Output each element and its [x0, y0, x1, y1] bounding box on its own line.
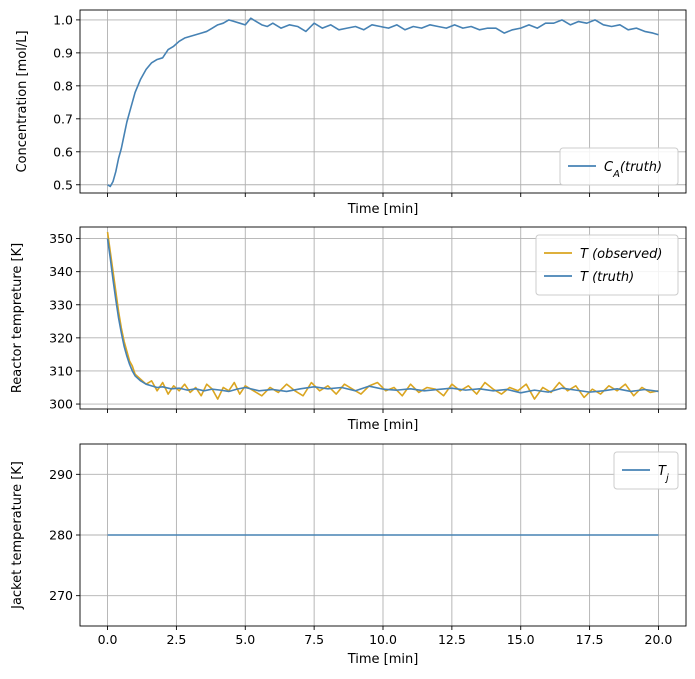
legend-label: T (observed): [580, 247, 663, 262]
legend-box: [559, 147, 679, 186]
x-tick-label: 12.5: [438, 632, 466, 647]
x-tick-label: 2.5: [166, 632, 186, 647]
legend-label: T (truth): [580, 270, 634, 285]
y-axis-label: Reactor tempreture [K]: [10, 243, 25, 393]
legend: CA(truth): [559, 147, 679, 186]
y-tick-label: 1.0: [53, 12, 73, 27]
y-tick-label: 300: [49, 397, 73, 412]
legend-label: CA(truth): [604, 160, 662, 180]
x-tick-label: 20.0: [645, 632, 673, 647]
y-tick-label: 290: [49, 467, 73, 482]
y-tick-label: 280: [49, 528, 73, 543]
series-line: [106, 238, 659, 394]
y-tick-label: 330: [49, 297, 73, 312]
y-tick-label: 0.7: [53, 111, 73, 126]
y-tick-label: 0.6: [53, 144, 73, 159]
x-tick-label: 10.0: [369, 632, 397, 647]
y-tick-label: 0.9: [53, 45, 73, 60]
chart-panel-3: 0.0 2.5 5.0 7.5 10.0 12.5 15.0 17.5 20.0 270 280 29…: [10, 443, 687, 667]
y-tick-label: 0.8: [53, 78, 73, 93]
legend: Tj: [613, 451, 679, 490]
y-tick-label: 320: [49, 330, 73, 345]
x-tick-label: 7.5: [304, 632, 324, 647]
y-tick-label: 0.5: [53, 177, 73, 192]
x-axis-label: Time [min]: [347, 652, 419, 667]
x-tick-label: 5.0: [235, 632, 255, 647]
chart-panel-2: 300 310 320 330 340 350 Time [min] Reactor temp…: [10, 226, 687, 433]
y-tick-label: 350: [49, 231, 73, 246]
legend: T (observed) T (truth): [535, 234, 679, 296]
series-line: [106, 231, 659, 400]
legend-box: [535, 234, 679, 296]
x-tick-label: 0.0: [98, 632, 118, 647]
x-axis-label: Time [min]: [347, 202, 419, 217]
x-tick-label: 15.0: [507, 632, 535, 647]
y-axis-label: Jacket temperature [K]: [10, 461, 25, 610]
y-tick-label: 270: [49, 588, 73, 603]
y-tick-label: 340: [49, 264, 73, 279]
x-axis-label: Time [min]: [347, 418, 419, 433]
legend-label: Tj: [658, 464, 669, 484]
y-tick-label: 310: [49, 363, 73, 378]
x-tick-label: 17.5: [576, 632, 604, 647]
series-line: [107, 17, 659, 188]
chart-panel-1: 0.5 0.6 0.7 0.8 0.9 1.0 Time [min] Concentratio…: [15, 9, 687, 217]
y-axis-label: Concentration [mol/L]: [15, 30, 30, 172]
